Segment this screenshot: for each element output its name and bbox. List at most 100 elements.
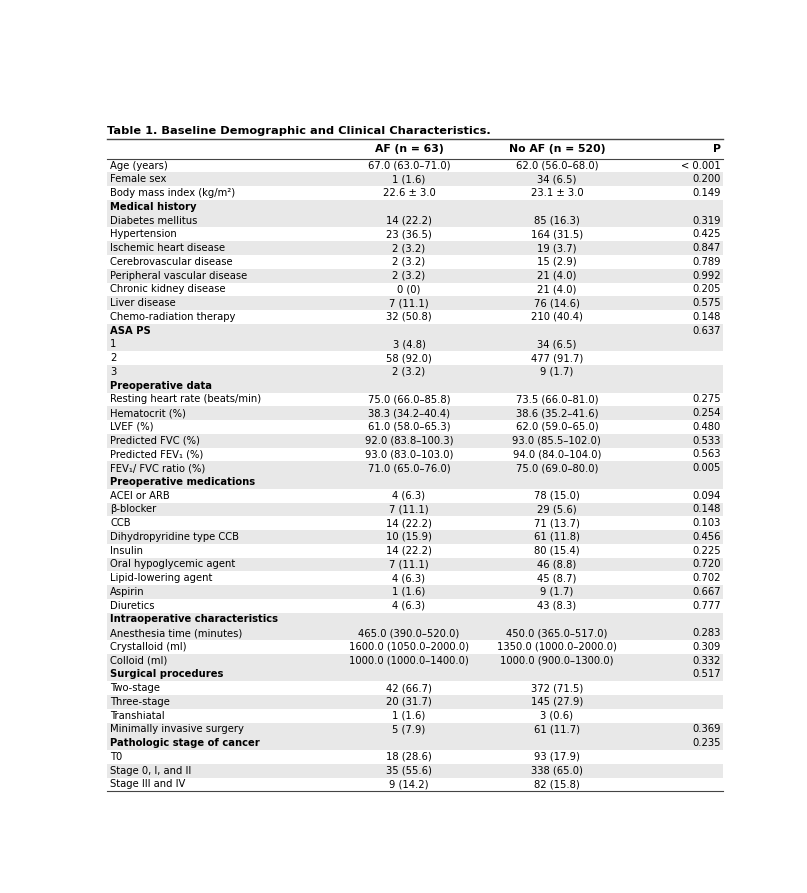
Bar — [107, 613, 723, 626]
Text: 1600.0 (1050.0–2000.0): 1600.0 (1050.0–2000.0) — [349, 642, 469, 652]
Text: 14 (22.2): 14 (22.2) — [386, 518, 432, 528]
Text: 0.992: 0.992 — [692, 271, 721, 280]
Text: Hematocrit (%): Hematocrit (%) — [111, 408, 186, 418]
Text: 73.5 (66.0–81.0): 73.5 (66.0–81.0) — [516, 395, 598, 405]
Text: 75.0 (69.0–80.0): 75.0 (69.0–80.0) — [516, 463, 598, 473]
Text: 7 (11.1): 7 (11.1) — [389, 298, 429, 308]
Text: 15 (2.9): 15 (2.9) — [537, 257, 577, 267]
Text: < 0.001: < 0.001 — [681, 161, 721, 171]
Text: 93.0 (85.5–102.0): 93.0 (85.5–102.0) — [512, 436, 601, 446]
Text: Female sex: Female sex — [111, 174, 166, 184]
Text: 0.702: 0.702 — [692, 573, 721, 583]
Text: 0.225: 0.225 — [692, 546, 721, 555]
Text: Colloid (ml): Colloid (ml) — [111, 655, 168, 665]
Bar — [107, 462, 723, 475]
Text: 7 (11.1): 7 (11.1) — [389, 505, 429, 514]
Text: 4 (6.3): 4 (6.3) — [392, 601, 425, 611]
Text: 0.847: 0.847 — [692, 243, 721, 253]
Text: 0.667: 0.667 — [692, 587, 721, 597]
Bar — [107, 681, 723, 695]
Text: 0.425: 0.425 — [692, 230, 721, 239]
Text: Aspirin: Aspirin — [111, 587, 145, 597]
Text: 67.0 (63.0–71.0): 67.0 (63.0–71.0) — [368, 161, 450, 171]
Text: 372 (71.5): 372 (71.5) — [531, 683, 583, 693]
Text: 0.235: 0.235 — [692, 739, 721, 748]
Text: LVEF (%): LVEF (%) — [111, 421, 154, 432]
Text: 0.369: 0.369 — [692, 724, 721, 734]
Bar — [107, 213, 723, 228]
Bar — [107, 475, 723, 488]
Text: 2: 2 — [111, 353, 117, 363]
Text: 71.0 (65.0–76.0): 71.0 (65.0–76.0) — [368, 463, 450, 473]
Bar — [107, 530, 723, 544]
Text: 1000.0 (1000.0–1400.0): 1000.0 (1000.0–1400.0) — [349, 655, 469, 665]
Text: Insulin: Insulin — [111, 546, 144, 555]
Text: 450.0 (365.0–517.0): 450.0 (365.0–517.0) — [506, 628, 608, 638]
Bar — [107, 599, 723, 613]
Text: 0.480: 0.480 — [692, 421, 721, 432]
Text: Preoperative data: Preoperative data — [111, 380, 212, 390]
Text: Predicted FEV₁ (%): Predicted FEV₁ (%) — [111, 449, 203, 459]
Text: 0.777: 0.777 — [692, 601, 721, 611]
Text: 14 (22.2): 14 (22.2) — [386, 215, 432, 226]
Text: Preoperative medications: Preoperative medications — [111, 477, 255, 487]
Text: 7 (11.1): 7 (11.1) — [389, 559, 429, 570]
Text: 71 (13.7): 71 (13.7) — [534, 518, 579, 528]
Text: 43 (8.3): 43 (8.3) — [537, 601, 576, 611]
Text: 3 (4.8): 3 (4.8) — [392, 339, 425, 349]
Text: 0.094: 0.094 — [692, 490, 721, 501]
Text: 0.563: 0.563 — [692, 449, 721, 459]
Text: Three-stage: Three-stage — [111, 697, 170, 707]
Text: Lipid-lowering agent: Lipid-lowering agent — [111, 573, 212, 583]
Text: Predicted FVC (%): Predicted FVC (%) — [111, 436, 200, 446]
Text: 164 (31.5): 164 (31.5) — [531, 230, 583, 239]
Bar — [107, 737, 723, 750]
Text: 61 (11.7): 61 (11.7) — [534, 724, 580, 734]
Bar — [107, 324, 723, 338]
Text: FEV₁/ FVC ratio (%): FEV₁/ FVC ratio (%) — [111, 463, 206, 473]
Text: 0.205: 0.205 — [692, 284, 721, 295]
Bar — [107, 310, 723, 324]
Text: 0.275: 0.275 — [692, 395, 721, 405]
Bar — [107, 228, 723, 241]
Text: Oral hypoglycemic agent: Oral hypoglycemic agent — [111, 559, 236, 570]
Bar — [107, 709, 723, 722]
Text: 78 (15.0): 78 (15.0) — [534, 490, 579, 501]
Text: Hypertension: Hypertension — [111, 230, 177, 239]
Text: 0.149: 0.149 — [692, 188, 721, 198]
Text: 62.0 (59.0–65.0): 62.0 (59.0–65.0) — [516, 421, 598, 432]
Bar — [107, 172, 723, 187]
Bar — [107, 695, 723, 709]
Text: 1350.0 (1000.0–2000.0): 1350.0 (1000.0–2000.0) — [497, 642, 617, 652]
Text: No AF (n = 520): No AF (n = 520) — [508, 144, 605, 154]
Bar — [107, 351, 723, 365]
Text: 93.0 (83.0–103.0): 93.0 (83.0–103.0) — [365, 449, 454, 459]
Text: 22.6 ± 3.0: 22.6 ± 3.0 — [383, 188, 435, 198]
Text: Medical history: Medical history — [111, 202, 197, 212]
Bar — [107, 626, 723, 640]
Text: 62.0 (56.0–68.0): 62.0 (56.0–68.0) — [516, 161, 598, 171]
Text: 2 (3.2): 2 (3.2) — [392, 243, 425, 253]
Bar — [107, 503, 723, 516]
Text: 34 (6.5): 34 (6.5) — [537, 339, 576, 349]
Text: 1 (1.6): 1 (1.6) — [392, 587, 425, 597]
Bar — [107, 750, 723, 764]
Bar — [107, 393, 723, 406]
Bar — [107, 420, 723, 434]
Bar — [107, 296, 723, 310]
Text: Peripheral vascular disease: Peripheral vascular disease — [111, 271, 248, 280]
Bar — [107, 434, 723, 447]
Text: 29 (5.6): 29 (5.6) — [537, 505, 577, 514]
Text: 0.517: 0.517 — [692, 670, 721, 680]
Text: 35 (55.6): 35 (55.6) — [386, 765, 432, 776]
Text: Anesthesia time (minutes): Anesthesia time (minutes) — [111, 628, 243, 638]
Text: 61 (11.8): 61 (11.8) — [534, 532, 579, 542]
Text: Diuretics: Diuretics — [111, 601, 155, 611]
Bar — [107, 365, 723, 379]
Bar — [107, 379, 723, 393]
Text: 145 (27.9): 145 (27.9) — [531, 697, 583, 707]
Text: 75.0 (66.0–85.8): 75.0 (66.0–85.8) — [368, 395, 450, 405]
Text: Dihydropyridine type CCB: Dihydropyridine type CCB — [111, 532, 239, 542]
Bar — [107, 269, 723, 282]
Bar — [107, 557, 723, 572]
